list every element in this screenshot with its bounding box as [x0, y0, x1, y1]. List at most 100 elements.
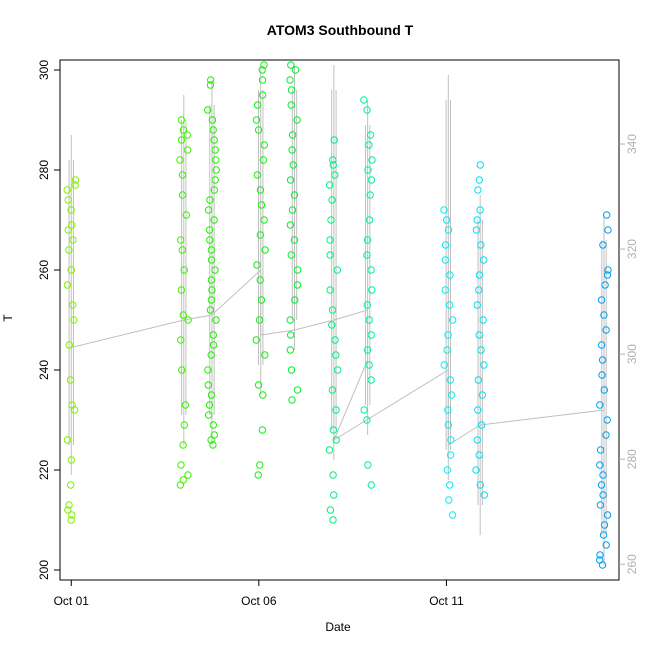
data-point — [67, 456, 76, 464]
data-point — [333, 266, 341, 274]
data-point — [210, 136, 218, 144]
data-point — [293, 386, 302, 394]
data-point — [443, 466, 451, 474]
data-point — [257, 201, 266, 209]
chart-title: ATOM3 Southbound T — [267, 22, 414, 38]
data-point — [287, 61, 295, 69]
data-point — [63, 436, 72, 444]
data-point — [440, 361, 448, 369]
data-point — [603, 271, 612, 279]
data-point — [329, 161, 337, 169]
data-point — [602, 541, 610, 549]
data-point — [179, 441, 187, 449]
data-point — [477, 421, 486, 429]
data-point — [596, 461, 604, 469]
data-point — [475, 331, 483, 339]
data-point — [365, 216, 374, 224]
data-point — [445, 496, 453, 504]
data-point — [325, 181, 334, 189]
data-point — [474, 186, 482, 194]
data-point — [184, 471, 192, 479]
data-point — [65, 341, 74, 349]
data-point — [444, 226, 453, 234]
data-point — [601, 281, 609, 289]
data-point — [259, 391, 267, 399]
data-point — [287, 331, 295, 339]
data-point — [293, 116, 301, 124]
data-point — [330, 491, 338, 499]
data-point — [254, 381, 263, 389]
data-point — [599, 241, 607, 249]
data-point — [204, 381, 213, 389]
data-point — [258, 66, 266, 74]
data-point — [332, 351, 340, 359]
data-point — [287, 366, 296, 374]
data-point — [179, 476, 188, 484]
data-point — [329, 471, 337, 479]
data-point — [286, 316, 294, 324]
data-point — [476, 481, 484, 489]
data-point — [286, 76, 294, 84]
data-point — [441, 256, 449, 264]
data-point — [446, 301, 454, 309]
data-point — [67, 266, 75, 274]
data-point — [181, 401, 190, 409]
data-point — [448, 391, 456, 399]
data-point — [65, 246, 73, 254]
right-y-tick-label: 320 — [625, 239, 639, 259]
data-point — [260, 141, 268, 149]
data-point — [68, 221, 76, 229]
data-point — [600, 521, 609, 529]
data-point — [329, 516, 337, 524]
data-point — [360, 406, 368, 414]
data-point — [206, 81, 215, 89]
data-point — [183, 131, 192, 139]
data-point — [65, 501, 73, 509]
data-point — [255, 316, 264, 324]
data-point — [293, 281, 302, 289]
data-point — [207, 276, 216, 284]
data-point — [472, 226, 481, 234]
data-point — [204, 106, 212, 114]
x-tick-label: Oct 06 — [241, 594, 277, 608]
data-point — [178, 366, 186, 374]
data-point — [212, 156, 220, 164]
data-point — [64, 506, 72, 514]
data-point — [206, 236, 214, 244]
data-point — [256, 276, 264, 284]
data-point — [289, 161, 297, 169]
data-point — [596, 501, 605, 509]
data-point — [286, 221, 295, 229]
data-point — [476, 206, 484, 214]
right-y-tick-label: 280 — [625, 449, 639, 469]
data-point — [207, 246, 216, 254]
data-point — [288, 131, 297, 139]
data-point — [177, 286, 186, 294]
data-point — [290, 191, 299, 199]
data-point — [597, 481, 606, 489]
data-point — [331, 171, 339, 179]
data-point — [446, 481, 454, 489]
y-tick-label: 200 — [37, 560, 51, 580]
data-point — [597, 296, 606, 304]
data-point — [365, 141, 373, 149]
y-axis-label: T — [1, 314, 15, 322]
data-point — [256, 186, 265, 194]
data-point — [212, 166, 220, 174]
data-point — [205, 226, 214, 234]
data-point — [473, 301, 481, 309]
data-point — [177, 236, 185, 244]
data-point — [604, 266, 612, 274]
data-point — [597, 341, 606, 349]
data-point — [328, 386, 337, 394]
data-point — [64, 226, 72, 234]
data-point — [207, 351, 215, 359]
data-point — [480, 256, 488, 264]
data-point — [182, 211, 191, 219]
x-tick-label: Oct 01 — [54, 594, 90, 608]
data-point — [69, 301, 77, 309]
data-point — [596, 551, 604, 559]
data-point — [209, 441, 217, 449]
data-point — [68, 511, 76, 519]
data-point — [67, 481, 75, 489]
